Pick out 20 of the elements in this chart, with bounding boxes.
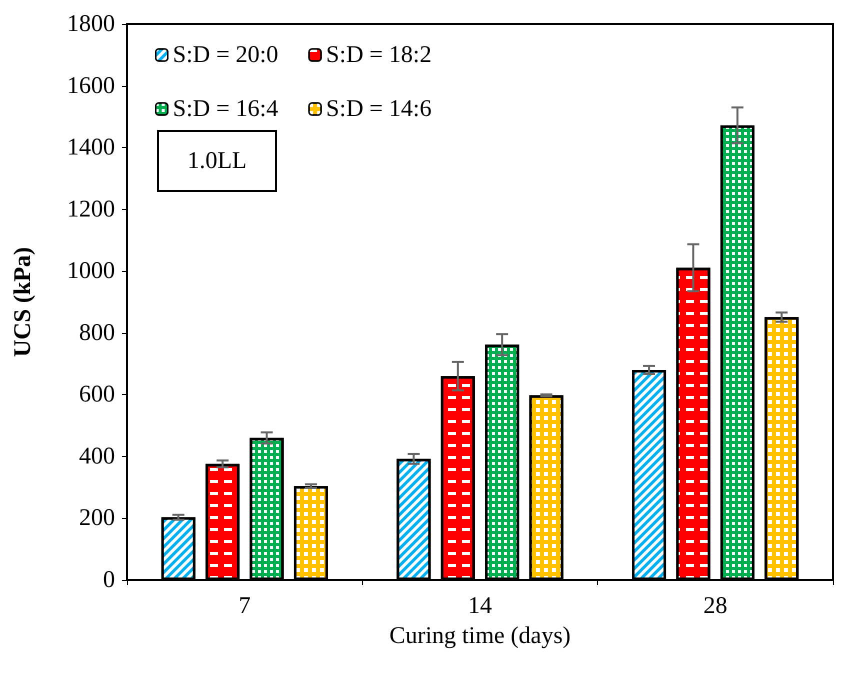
x-axis-title: Curing time (days) [389,623,571,649]
y-axis-title: UCS (kPa) [10,246,36,358]
y-tick-label: 1200 [67,196,115,222]
legend-label: S:D = 18:2 [326,42,432,68]
y-tick-label: 800 [79,320,115,346]
y-tick-label: 1400 [67,134,115,161]
y-tick-label: 400 [79,443,115,470]
x-tick-label: 28 [703,593,728,619]
legend-label: S:D = 16:4 [172,96,278,122]
y-tick-label: 600 [79,382,115,408]
y-tick-label: 1000 [67,258,115,284]
y-tick-label: 1800 [67,11,115,37]
x-tick-label: 7 [238,593,251,619]
legend-label: S:D = 20:0 [172,42,278,68]
y-tick-label: 0 [103,567,115,593]
x-tick-label: 14 [468,593,492,619]
legend-label: S:D = 14:6 [326,96,432,122]
y-tick-label: 1600 [67,72,115,99]
annotation: 1.0LL [187,148,247,174]
y-tick-label: 200 [79,505,115,532]
